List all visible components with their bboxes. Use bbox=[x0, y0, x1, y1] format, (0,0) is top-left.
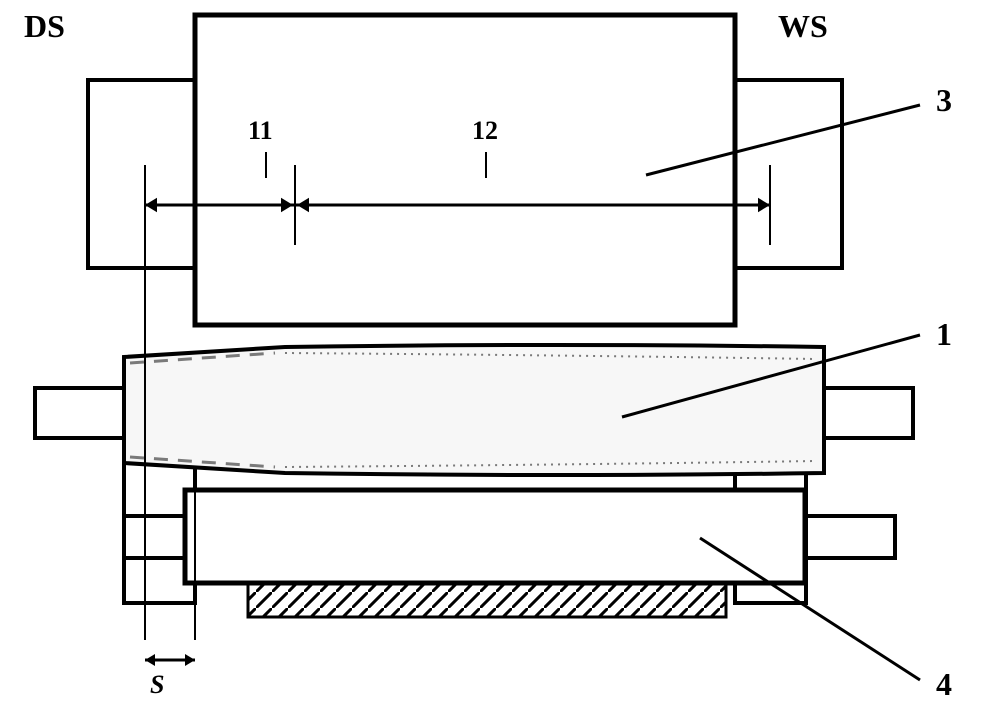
dim-12-label: 12 bbox=[472, 116, 498, 146]
dim-s-label: S bbox=[150, 670, 164, 700]
callout-3-label: 3 bbox=[936, 82, 952, 119]
callout-4-label: 4 bbox=[936, 666, 952, 703]
callout-1-label: 1 bbox=[936, 316, 952, 353]
ds-label: DS bbox=[24, 8, 65, 45]
ws-label: WS bbox=[778, 8, 828, 45]
dim-11-label: 11 bbox=[248, 116, 273, 146]
